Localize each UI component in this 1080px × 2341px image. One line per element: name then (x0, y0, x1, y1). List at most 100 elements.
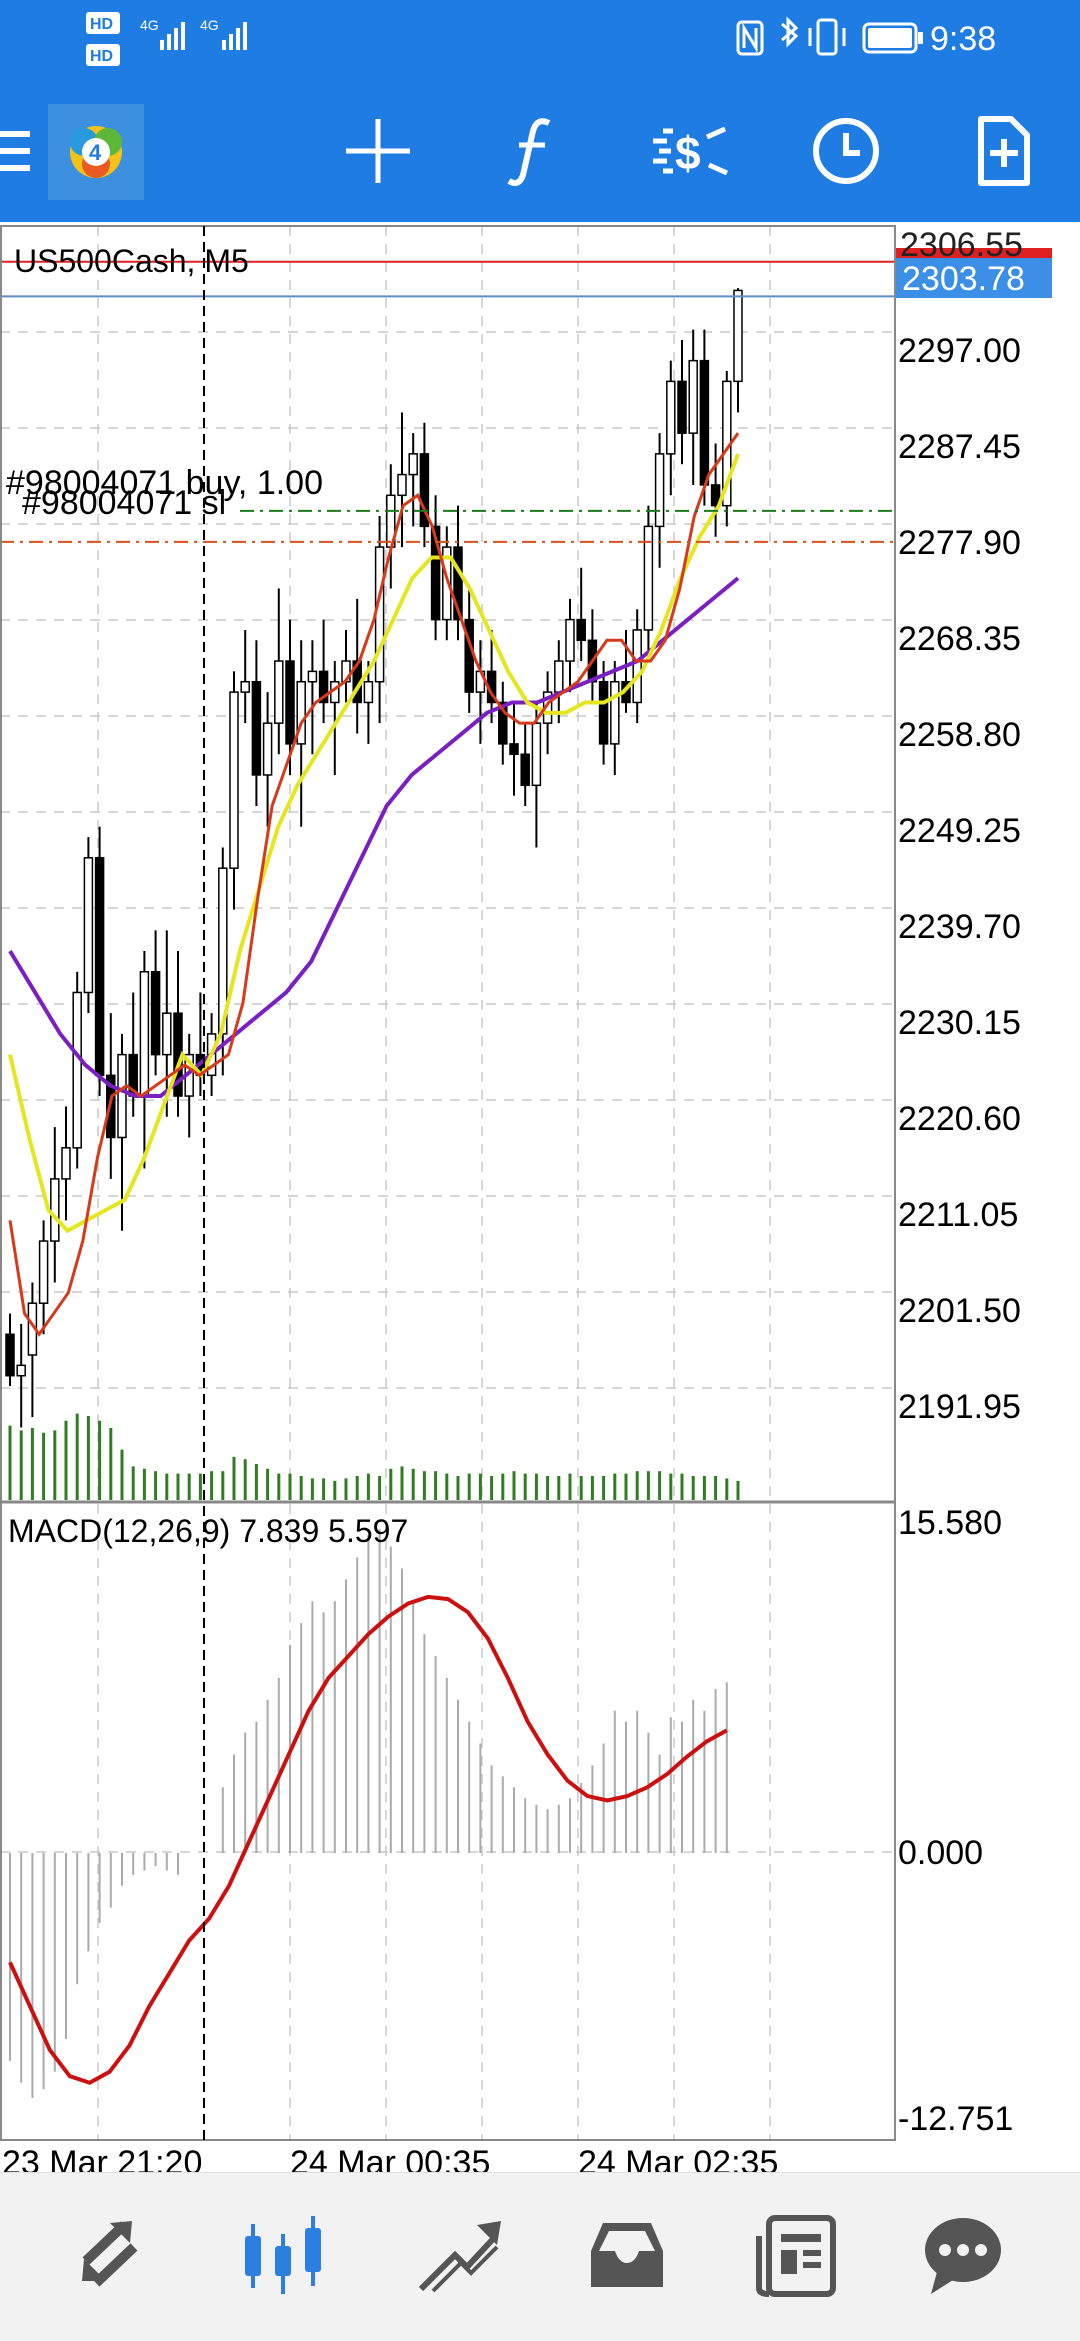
battery-icon (862, 22, 923, 54)
ma-slow-line (8, 576, 740, 1099)
crosshair-icon (346, 119, 410, 183)
chart-grid (0, 226, 895, 2140)
trade-levels (0, 260, 895, 543)
status-bar: HD HD 4G 4G 9:38 (0, 0, 1080, 80)
candle-body (61, 1147, 71, 1180)
svg-text:4: 4 (89, 140, 102, 165)
candle-body (654, 453, 665, 528)
candle-body (363, 680, 374, 704)
bottom-navigation (0, 2172, 1080, 2341)
metatrader-logo-icon: 4 (70, 126, 122, 178)
candle-body (218, 867, 228, 1035)
price-tick: 2191.95 (898, 1388, 1021, 1426)
macd-tick: 15.580 (898, 1504, 1002, 1542)
order-label: #98004071 buy, 1.00 (6, 464, 323, 502)
new-document-icon (978, 116, 1030, 186)
candle-body (72, 991, 82, 1149)
candle-body (240, 680, 250, 693)
macd-tick: 0.000 (898, 1834, 983, 1872)
candle-body (733, 289, 743, 383)
candle-body (318, 670, 329, 704)
macd-histogram (9, 1529, 728, 2099)
current-price-label: 2303.78 (902, 260, 1025, 298)
price-tick: 2230.15 (898, 1004, 1021, 1042)
inbox-icon (591, 2223, 663, 2287)
bluetooth-icon (781, 16, 799, 48)
candle-body (643, 525, 654, 631)
nav-quotes[interactable] (56, 2201, 166, 2311)
net-text-1: 4G (140, 17, 159, 33)
nav-history[interactable] (572, 2201, 682, 2311)
nav-trade[interactable] (400, 2201, 510, 2311)
candle-body (83, 857, 94, 994)
macd-axis: 15.580 0.000 -12.751 (898, 1504, 1013, 2138)
current-price-tag (896, 258, 1052, 298)
quotes-arrows-icon (82, 2221, 138, 2287)
candle-body (262, 722, 273, 776)
indicators-button[interactable] (480, 98, 586, 204)
nav-chart[interactable] (228, 2201, 338, 2311)
candle-body (430, 525, 441, 621)
price-tick: 2249.25 (898, 812, 1021, 850)
nfc-icon (736, 20, 764, 56)
candle-body (285, 660, 295, 745)
candle-body (498, 701, 508, 745)
status-icons: HD HD 4G 4G (86, 12, 923, 66)
chart-title: US500Cash, M5 (14, 243, 249, 279)
candle-body (419, 453, 430, 528)
trade-button[interactable]: $ (637, 98, 743, 204)
signal-bars-icon-2 (222, 22, 247, 50)
candle-body (162, 1012, 172, 1056)
candle-body (229, 691, 239, 869)
price-tick: 2268.35 (898, 620, 1021, 658)
timeframe-button[interactable] (793, 98, 899, 204)
nav-chat[interactable] (908, 2201, 1018, 2311)
time-tick: 24 Mar 02:35 (578, 2144, 778, 2172)
ma-mid-line (8, 453, 740, 1234)
candle-body (117, 1053, 127, 1139)
hd-badge-2 (86, 44, 120, 66)
candle-body (610, 680, 620, 745)
crosshair-button[interactable] (325, 98, 431, 204)
menu-button[interactable] (0, 98, 40, 204)
candle-body (139, 971, 150, 1097)
candlestick-chart-icon (245, 2216, 321, 2294)
candle-body (509, 743, 519, 755)
candle-body (251, 680, 262, 776)
price-tick: 2201.50 (898, 1292, 1021, 1330)
macd-label: MACD(12,26,9) 7.839 5.597 (8, 1513, 408, 1549)
time-tick: 23 Mar 21:20 (2, 2144, 202, 2172)
candle-body (307, 670, 318, 683)
candle-body (554, 660, 564, 693)
price-tick: 2239.70 (898, 908, 1021, 946)
chart-canvas[interactable]: 2306.55 2303.78 US500Cash, M5 #98004071 … (0, 222, 1080, 2172)
price-tick: 2258.80 (898, 716, 1021, 754)
price-tick: 2297.00 (898, 332, 1021, 370)
candle-body (520, 753, 530, 787)
candle-body (274, 660, 284, 724)
candle-body (150, 971, 161, 1056)
ma-fast-line (8, 432, 740, 1337)
price-tick: 2211.05 (898, 1196, 1018, 1234)
trade-trend-icon (418, 2221, 501, 2293)
vibrate-icon (808, 18, 846, 56)
candle-body (38, 1240, 49, 1304)
nav-news[interactable] (744, 2201, 854, 2311)
macd-signal-line (8, 1594, 728, 2085)
candle-body (442, 546, 452, 621)
candle-body (576, 618, 586, 642)
app-logo[interactable]: 4 (48, 104, 144, 200)
news-icon (756, 2215, 836, 2297)
hidden-price-label: 2306.55 (900, 226, 1023, 264)
candle-body (688, 359, 698, 434)
candle-body (374, 546, 385, 683)
candle-body (408, 453, 418, 476)
signal-bars-icon-1 (160, 22, 185, 50)
chart-area[interactable]: 2306.55 2303.78 US500Cash, M5 #98004071 … (0, 222, 1080, 2172)
candle-body (666, 380, 676, 455)
new-order-button[interactable] (950, 98, 1056, 204)
function-icon (507, 118, 551, 186)
status-time: 9:38 (930, 20, 997, 58)
trade-dollar-icon: $ (653, 126, 729, 179)
candlesticks (5, 288, 743, 1428)
